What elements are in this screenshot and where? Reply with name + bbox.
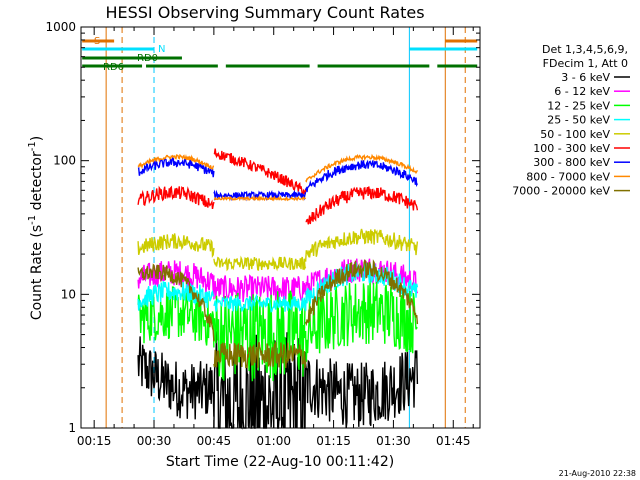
series-line [137,233,215,258]
series-line [304,348,419,429]
series-line [304,159,419,193]
x-tick-label: 00:30 [137,434,172,448]
series-line [305,186,419,225]
x-tick-label: 01:15 [316,434,351,448]
series-line [137,280,215,311]
series-group [137,148,419,430]
y-axis-label-sup1: -1 [27,215,38,225]
y-tick-label: 1000 [45,20,76,34]
series-line [304,259,419,327]
plot-frame [80,26,481,429]
timestamp: 21-Aug-2010 22:38 [559,469,636,478]
series-line [213,290,307,382]
legend-entry-label: 300 - 800 keV [533,156,610,169]
series-line [213,195,307,202]
legend-entry-label: 800 - 7000 keV [526,170,610,183]
y-axis-label-main: Count Rate (s [29,225,45,320]
series-line [137,153,215,170]
legend-entry-label: 6 - 12 keV [554,85,610,98]
legend-entry-label: 12 - 25 keV [547,99,610,112]
axes: 00:15 00:30 00:45 01:00 01:15 01:30 01:45 1 10 10… [45,20,481,448]
x-tick-label: 01:45 [436,434,471,448]
series-line [305,153,419,183]
y-tick-label: 10 [61,287,76,301]
y-axis-label-end: ) [29,136,45,141]
legend-entry-label: 50 - 100 keV [540,128,610,141]
legend-header-line1: Det 1,3,4,5,6,9, [542,43,628,56]
flag-rd6-label: RD6 [103,62,124,73]
legend-entry-label: 7000 - 20000 keV [512,185,610,198]
y-tick-label: 100 [53,154,76,168]
legend-entry-label: 100 - 300 keV [533,142,610,155]
x-axis-label: Start Time (22-Aug-10 00:11:42) [166,454,394,470]
series-line [137,185,215,210]
y-tick-label: 1 [68,421,76,435]
series-line [137,260,215,293]
flag-s-label: S [94,36,100,47]
x-tick-label: 00:15 [77,434,112,448]
legend-entry-label: 3 - 6 keV [561,71,610,84]
series-line [213,255,307,272]
series-line [137,157,215,178]
flag-rd0-label: RD0 [137,53,158,64]
series-line [304,228,419,262]
x-tick-label: 01:00 [256,434,291,448]
series-line [213,148,307,197]
flag-n-label: N [158,44,165,55]
series-line [137,336,215,420]
y-axis-label: Count Rate (s-1 detector-1) [27,136,45,320]
y-axis-label-mid: detector [29,151,45,215]
legend-entry-label: 25 - 50 keV [547,114,610,127]
series-line [137,263,215,342]
chart-title: HESSI Observing Summary Count Rates [105,3,424,22]
series-line [304,279,418,362]
series-line [213,341,307,369]
y-axis-label-sup2: -1 [27,141,38,151]
x-tick-label: 01:30 [376,434,411,448]
legend: Det 1,3,4,5,6,9, FDecim 1, Att 0 3 - 6 k… [512,43,630,198]
legend-header-line2: FDecim 1, Att 0 [543,57,628,70]
x-tick-label: 00:45 [197,434,232,448]
series-line [213,293,307,313]
